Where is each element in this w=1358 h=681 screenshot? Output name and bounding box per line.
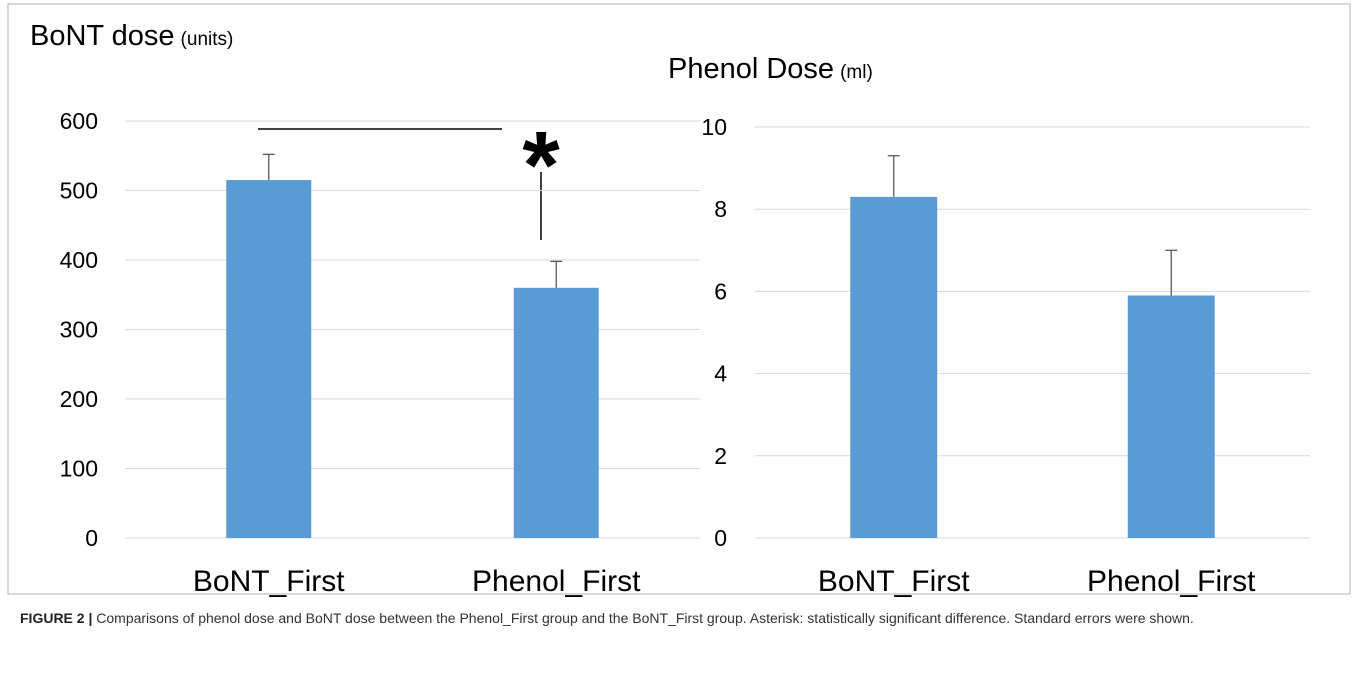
y-tick-label: 0	[714, 525, 727, 551]
figure-frame	[7, 3, 1351, 595]
caption: FIGURE 2 | Comparisons of phenol dose an…	[20, 607, 1345, 629]
x-tick-label: Phenol_First	[472, 565, 641, 598]
x-tick-label: BoNT_First	[193, 565, 345, 598]
chart-title: Phenol Dose (ml)	[668, 53, 873, 85]
y-tick-label: 200	[60, 386, 98, 412]
y-tick-label: 300	[60, 317, 98, 343]
y-tick-label: 4	[714, 361, 727, 387]
bar	[226, 180, 312, 538]
chart-unit: (units)	[181, 29, 234, 50]
chart-title-text: BoNT dose	[30, 20, 175, 52]
chart-title: BoNT dose (units)	[30, 20, 233, 52]
figure: BoNT dose (units)0100200300400500600BoNT_…	[7, 3, 1351, 598]
y-tick-label: 0	[85, 525, 98, 551]
y-tick-label: 600	[60, 108, 98, 134]
x-tick-label: Phenol_First	[1087, 565, 1256, 598]
bar	[850, 196, 938, 538]
y-tick-label: 100	[60, 456, 98, 482]
annotation: *	[522, 112, 560, 219]
bar	[513, 287, 599, 538]
y-tick-label: 500	[60, 178, 98, 204]
y-tick-label: 8	[714, 196, 727, 222]
y-tick-label: 10	[701, 114, 727, 140]
caption-label: FIGURE 2 |	[20, 610, 93, 626]
x-tick-label: BoNT_First	[818, 565, 970, 598]
y-tick-label: 2	[714, 443, 727, 469]
y-tick-label: 400	[60, 247, 98, 273]
caption-text: Comparisons of phenol dose and BoNT dose…	[96, 610, 1194, 626]
y-tick-label: 6	[714, 278, 727, 304]
chart-title-text: Phenol Dose	[668, 53, 834, 85]
chart-unit: (ml)	[840, 62, 873, 83]
bar	[1127, 295, 1215, 538]
